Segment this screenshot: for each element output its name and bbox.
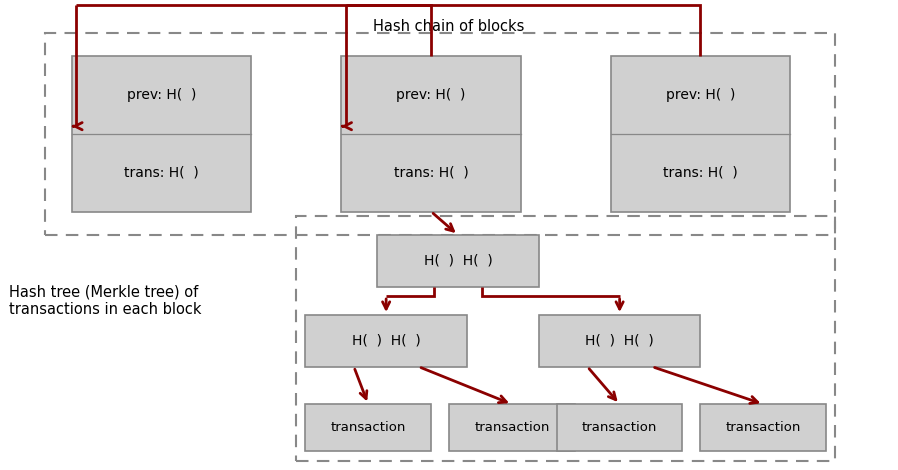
Text: prev: H(  ): prev: H( ) [127, 88, 197, 102]
Text: trans: H(  ): trans: H( ) [124, 166, 199, 180]
Text: transaction: transaction [726, 421, 801, 434]
FancyBboxPatch shape [72, 56, 251, 212]
Text: transaction: transaction [330, 421, 406, 434]
Text: H(  )  H(  ): H( ) H( ) [352, 334, 420, 348]
FancyBboxPatch shape [700, 404, 826, 451]
Text: H(  )  H(  ): H( ) H( ) [424, 254, 492, 268]
Text: prev: H(  ): prev: H( ) [396, 88, 466, 102]
FancyBboxPatch shape [611, 56, 790, 212]
Text: Hash tree (Merkle tree) of
transactions in each block: Hash tree (Merkle tree) of transactions … [9, 285, 201, 317]
FancyBboxPatch shape [539, 315, 700, 367]
FancyBboxPatch shape [377, 235, 539, 287]
Text: trans: H(  ): trans: H( ) [393, 166, 469, 180]
FancyBboxPatch shape [305, 404, 431, 451]
Text: H(  )  H(  ): H( ) H( ) [585, 334, 654, 348]
Text: transaction: transaction [474, 421, 550, 434]
Text: prev: H(  ): prev: H( ) [665, 88, 735, 102]
Text: transaction: transaction [582, 421, 657, 434]
FancyBboxPatch shape [449, 404, 575, 451]
FancyBboxPatch shape [557, 404, 682, 451]
FancyBboxPatch shape [341, 56, 521, 212]
Text: trans: H(  ): trans: H( ) [663, 166, 738, 180]
FancyBboxPatch shape [305, 315, 467, 367]
Text: Hash chain of blocks: Hash chain of blocks [374, 19, 524, 34]
